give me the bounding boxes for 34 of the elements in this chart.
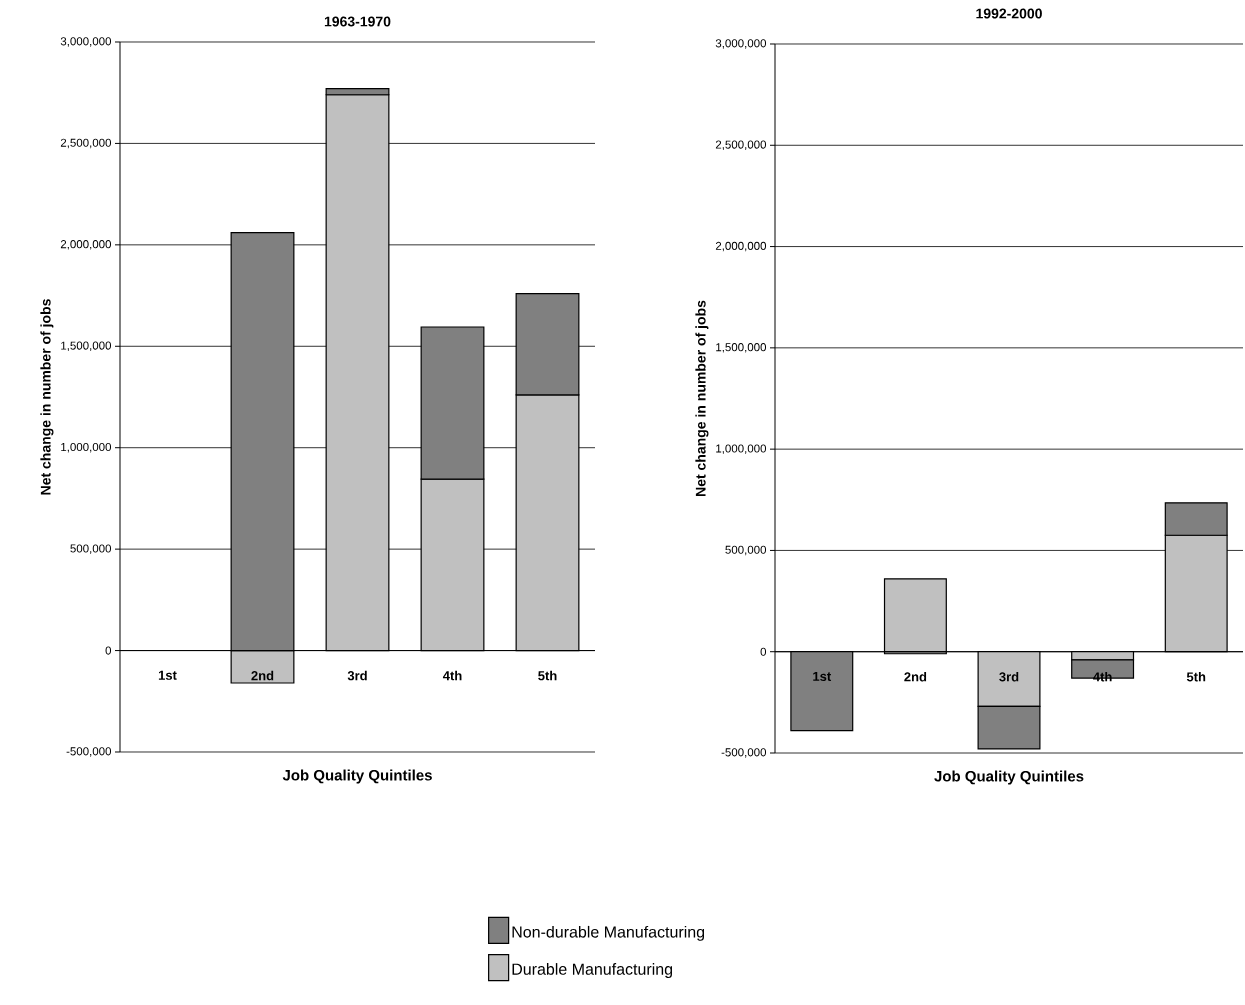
y-tick-label: 1,000,000: [716, 444, 767, 454]
y-tick-label: 2,500,000: [715, 140, 767, 151]
x-tick-label: 1st: [813, 671, 832, 681]
y-tick-label: 1,000,000: [61, 442, 112, 453]
y-tick-label: 2,500,000: [60, 138, 112, 149]
x-tick-label: 5th: [538, 670, 557, 681]
y-tick-label: 1,500,000: [61, 341, 112, 352]
x-tick-label: 2nd: [904, 671, 927, 682]
y-tick-label: 3,000,000: [60, 37, 112, 47]
x-tick-label: 3rd: [347, 670, 367, 681]
y-tick-label: -500,000: [721, 748, 767, 758]
chart-title: 1963-1970: [324, 16, 391, 27]
chart-title: 1992-2000: [976, 8, 1042, 19]
y-tick-label: -500,000: [66, 747, 112, 757]
x-tick-label: 5th: [1186, 671, 1206, 682]
legend-label: Non-durable Manufacturing: [512, 925, 705, 941]
y-tick-label: 0: [105, 646, 112, 655]
x-tick-label: 2nd: [251, 670, 274, 681]
y-axis-title: Net change in number of jobs: [40, 299, 54, 495]
y-tick-label: 3,000,000: [715, 39, 767, 49]
x-tick-label: 3rd: [999, 671, 1019, 682]
y-tick-label: 1,500,000: [716, 343, 767, 353]
y-tick-label: 2,000,000: [60, 240, 112, 250]
legend-label: Durable Manufacturing: [512, 963, 673, 979]
x-tick-label: 4th: [442, 670, 462, 681]
x-axis-title: Job Quality Quintiles: [282, 769, 432, 784]
y-tick-label: 0: [760, 647, 767, 656]
y-tick-label: 500,000: [70, 544, 112, 554]
x-tick-label: 1st: [158, 670, 177, 680]
bar: [883, 578, 947, 653]
y-axis-title: Net change in number of jobs: [695, 300, 709, 496]
y-tick-label: 500,000: [725, 545, 767, 556]
x-axis-title: Job Quality Quintiles: [934, 770, 1084, 785]
y-tick-label: 2,000,000: [715, 241, 767, 252]
